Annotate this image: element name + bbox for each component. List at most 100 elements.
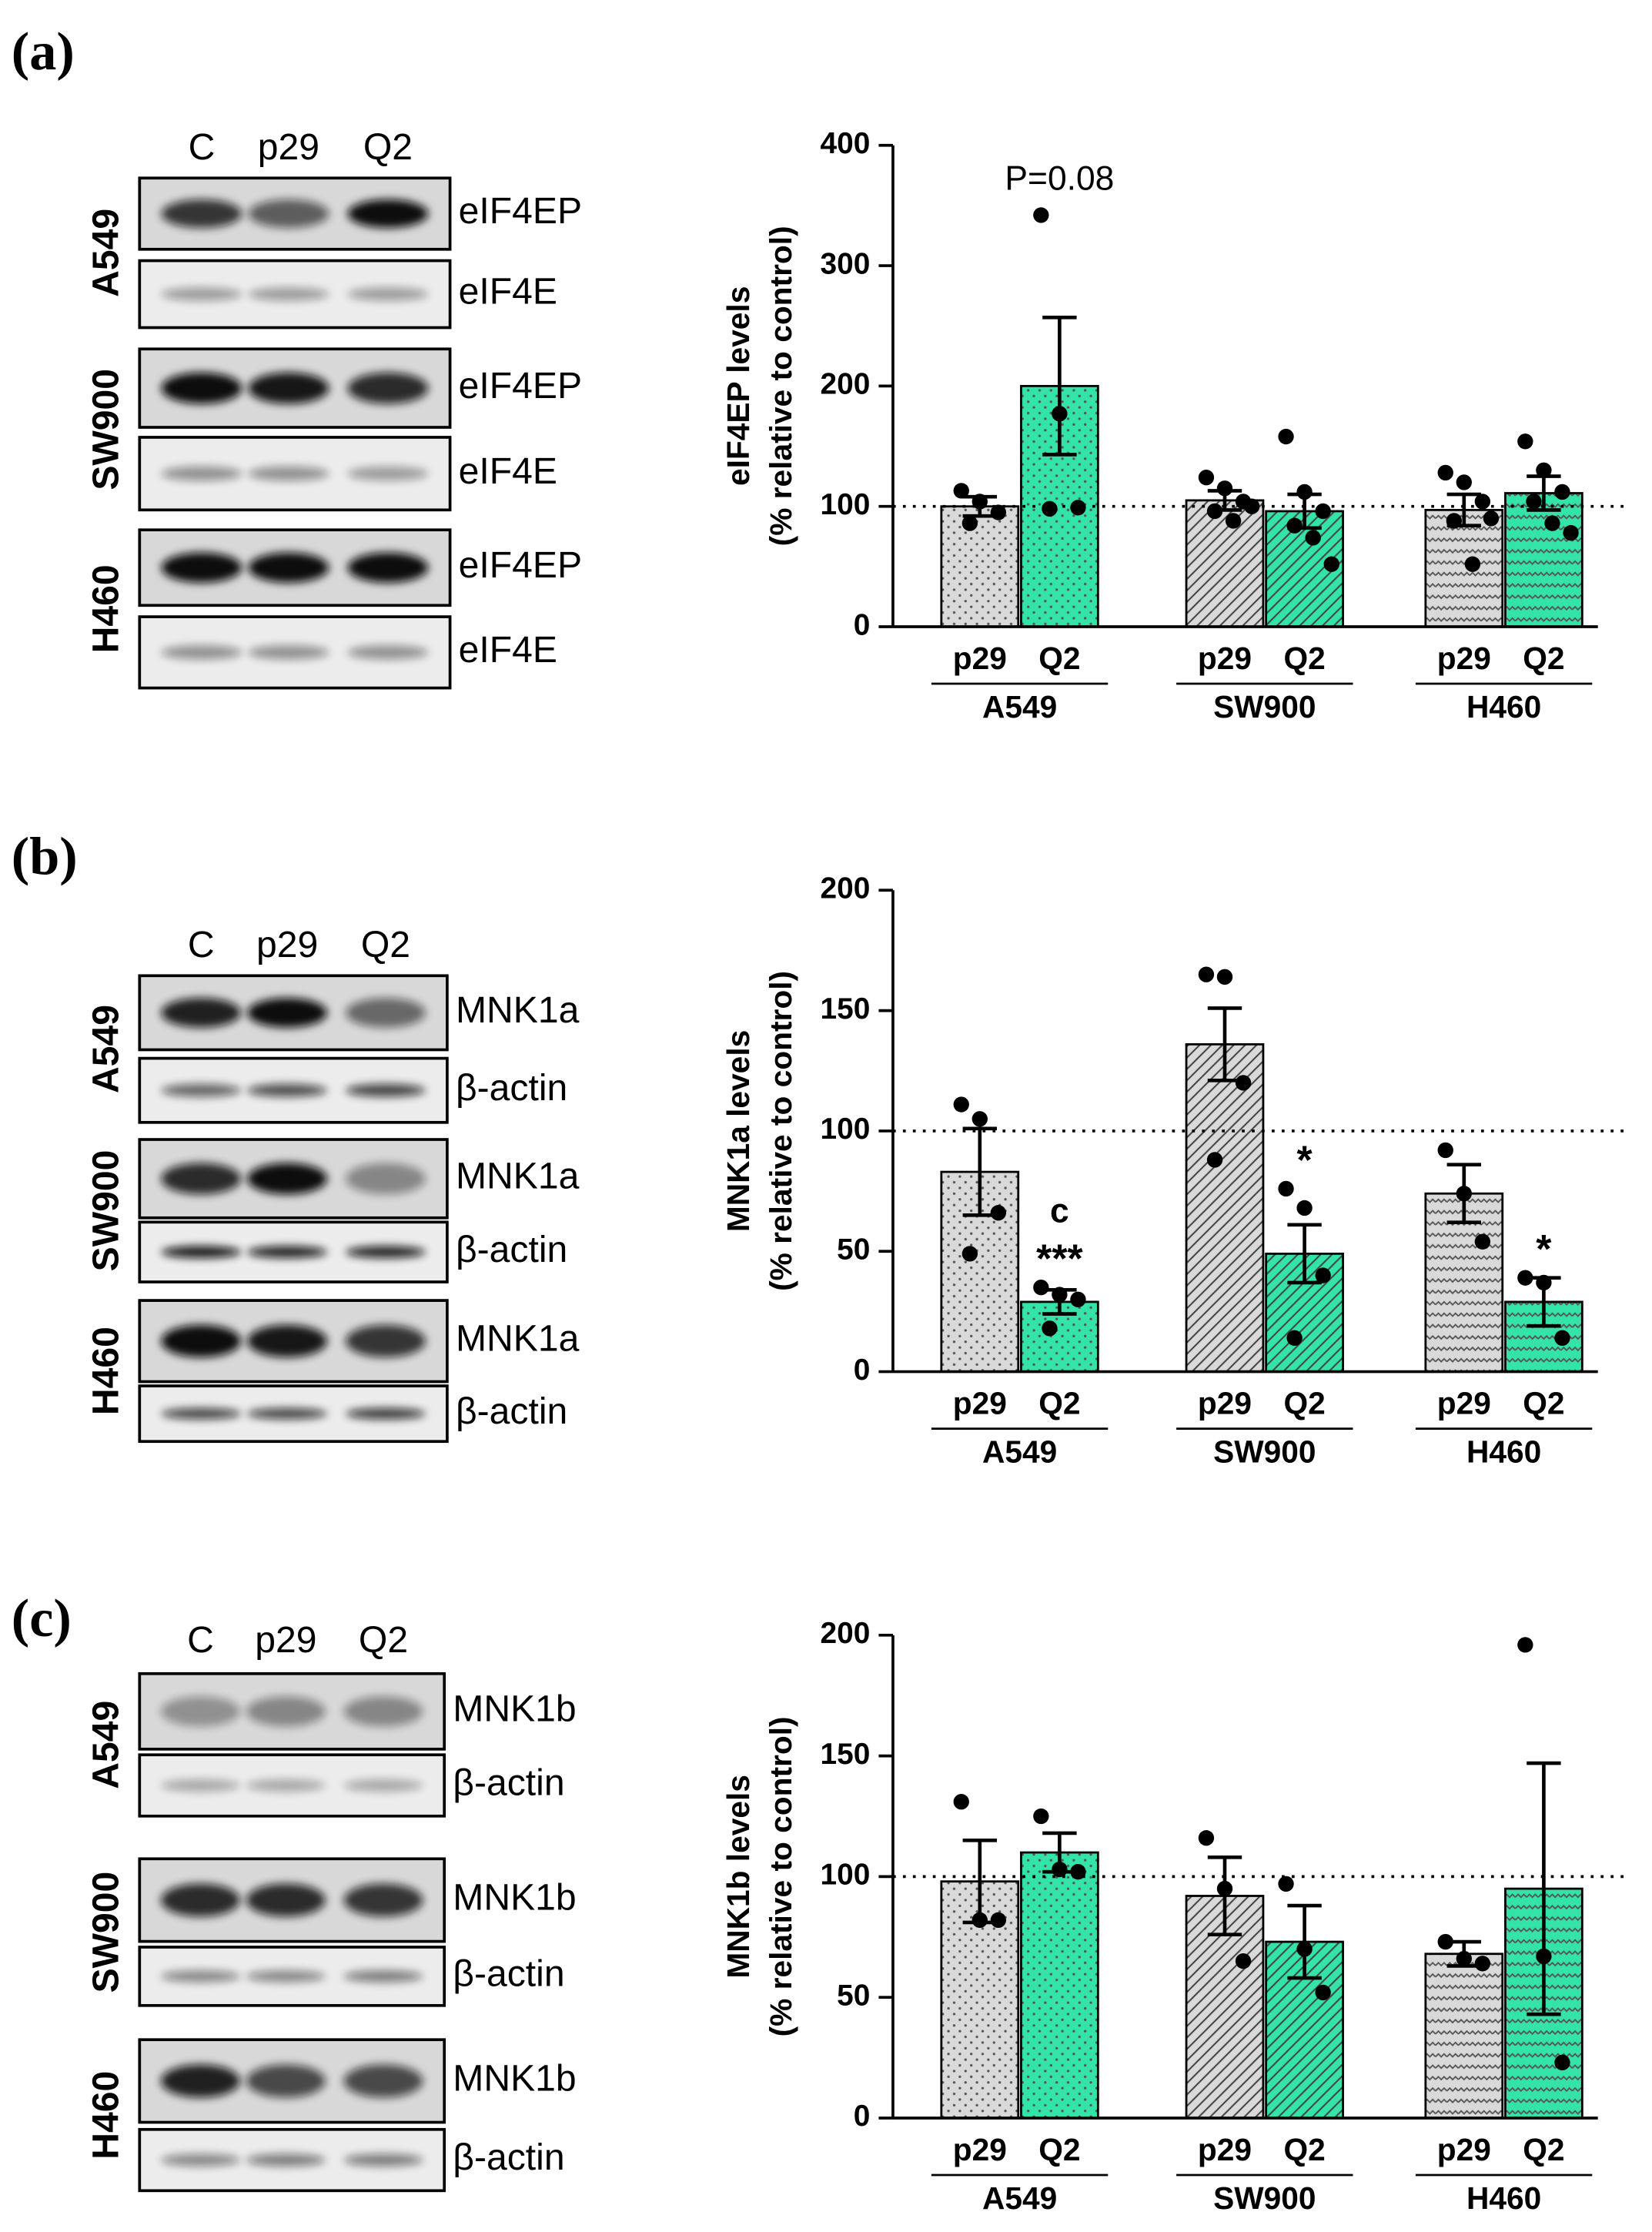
blot-band [248, 199, 329, 229]
data-point [1446, 513, 1463, 529]
blot-band [343, 1779, 423, 1792]
data-point [1474, 494, 1491, 510]
data-point [1296, 1200, 1313, 1216]
data-point [1052, 1861, 1068, 1878]
data-point [1052, 406, 1068, 422]
data-point [971, 1111, 988, 1127]
data-point [1225, 513, 1242, 529]
data-point [1315, 1984, 1331, 2001]
panel-label: (a) [12, 22, 75, 82]
blot-band [161, 2064, 240, 2098]
data-point [1437, 1933, 1453, 1950]
blot-band [161, 1083, 242, 1097]
data-point [1456, 1950, 1472, 1967]
blot-band [161, 1163, 242, 1195]
data-point [990, 1912, 1007, 1929]
data-point [1198, 1830, 1215, 1846]
x-tick-label: Q2 [1038, 1386, 1080, 1421]
data-point [1517, 1270, 1533, 1286]
blot-band [247, 1163, 328, 1195]
y-tick-label: 200 [821, 368, 871, 401]
x-tick-label: p29 [1198, 2132, 1252, 2167]
blot-band [248, 287, 329, 301]
group-label: H460 [1466, 689, 1541, 724]
band-label: β-actin [453, 1762, 564, 1804]
group-label: SW900 [1213, 689, 1316, 724]
blot-band [161, 552, 242, 583]
band-label: eIF4E [459, 450, 557, 492]
group-label: SW900 [1213, 1434, 1316, 1470]
blot-band [246, 2153, 326, 2167]
band-label: β-actin [453, 1953, 564, 1995]
y-tick-label: 200 [821, 1617, 871, 1650]
cell-line-label: SW900 [85, 1872, 126, 1993]
data-point [953, 483, 969, 499]
cell-line-label: SW900 [85, 1150, 126, 1272]
data-point [1206, 1152, 1223, 1168]
blot-band [343, 2153, 423, 2167]
blot-band [161, 1246, 242, 1258]
y-axis-label: eIF4EP levels [721, 286, 756, 486]
blot-band [246, 1696, 326, 1727]
data-point [1517, 1637, 1533, 1653]
data-point [961, 515, 978, 531]
band-label: eIF4EP [459, 544, 582, 586]
cell-line-label: H460 [85, 564, 126, 653]
x-tick-label: p29 [1198, 641, 1252, 676]
y-axis-label: (% relative to control) [763, 1716, 798, 2036]
blot-band [248, 466, 329, 481]
blot-band [346, 1407, 426, 1420]
blot-band [346, 1083, 426, 1097]
lane-label: C [187, 1619, 214, 1661]
x-tick-label: p29 [1437, 2132, 1491, 2167]
bar [1185, 1042, 1265, 1373]
data-point [990, 1205, 1007, 1221]
panel-label: (b) [12, 826, 78, 886]
blot-band [248, 552, 329, 583]
group-label: H460 [1466, 2180, 1541, 2216]
annotation: * [1297, 1137, 1313, 1182]
band-label: β-actin [453, 2137, 564, 2178]
cell-line-label: SW900 [85, 369, 126, 490]
data-point [971, 1912, 988, 1929]
cell-line-label: A549 [85, 1701, 126, 1789]
bar [1020, 1851, 1099, 2120]
band-label: MNK1a [456, 1156, 580, 1197]
blot-band [246, 1970, 326, 1983]
data-point [1437, 464, 1453, 481]
band-label: eIF4E [459, 271, 557, 313]
annotation: c [1050, 1193, 1069, 1230]
blot-band [161, 372, 242, 404]
cell-line-label: H460 [85, 2071, 126, 2160]
data-point [953, 1794, 969, 1810]
x-tick-label: p29 [1437, 1386, 1491, 1421]
y-axis-label: (% relative to control) [763, 971, 798, 1291]
cell-line-label: A549 [85, 1005, 126, 1093]
blot-band [161, 645, 242, 660]
y-tick-label: 100 [821, 1859, 871, 1892]
cell-line-label: H460 [85, 1327, 126, 1415]
y-tick-label: 200 [821, 872, 871, 905]
blot-band [347, 466, 429, 481]
group-label: H460 [1466, 1434, 1541, 1470]
y-axis-label: MNK1b levels [721, 1775, 756, 1979]
blot-band [246, 1883, 326, 1917]
data-point [1070, 1291, 1086, 1307]
x-tick-label: Q2 [1283, 2132, 1325, 2167]
data-point [1456, 1186, 1472, 1202]
data-point [1033, 207, 1049, 223]
blot-band [346, 1163, 426, 1195]
data-point [1296, 484, 1313, 500]
group-label: A549 [982, 689, 1057, 724]
x-tick-label: Q2 [1038, 641, 1080, 676]
data-point [1474, 1956, 1491, 1972]
y-tick-label: 150 [821, 1738, 871, 1771]
data-point [1070, 1863, 1086, 1880]
x-tick-label: p29 [953, 2132, 1007, 2167]
data-point [1033, 1279, 1049, 1296]
error-bar [1042, 315, 1077, 457]
y-tick-label: 50 [837, 1233, 870, 1267]
y-axis-label: (% relative to control) [763, 226, 798, 546]
lane-label: Q2 [363, 126, 413, 168]
x-tick-label: Q2 [1523, 641, 1564, 676]
